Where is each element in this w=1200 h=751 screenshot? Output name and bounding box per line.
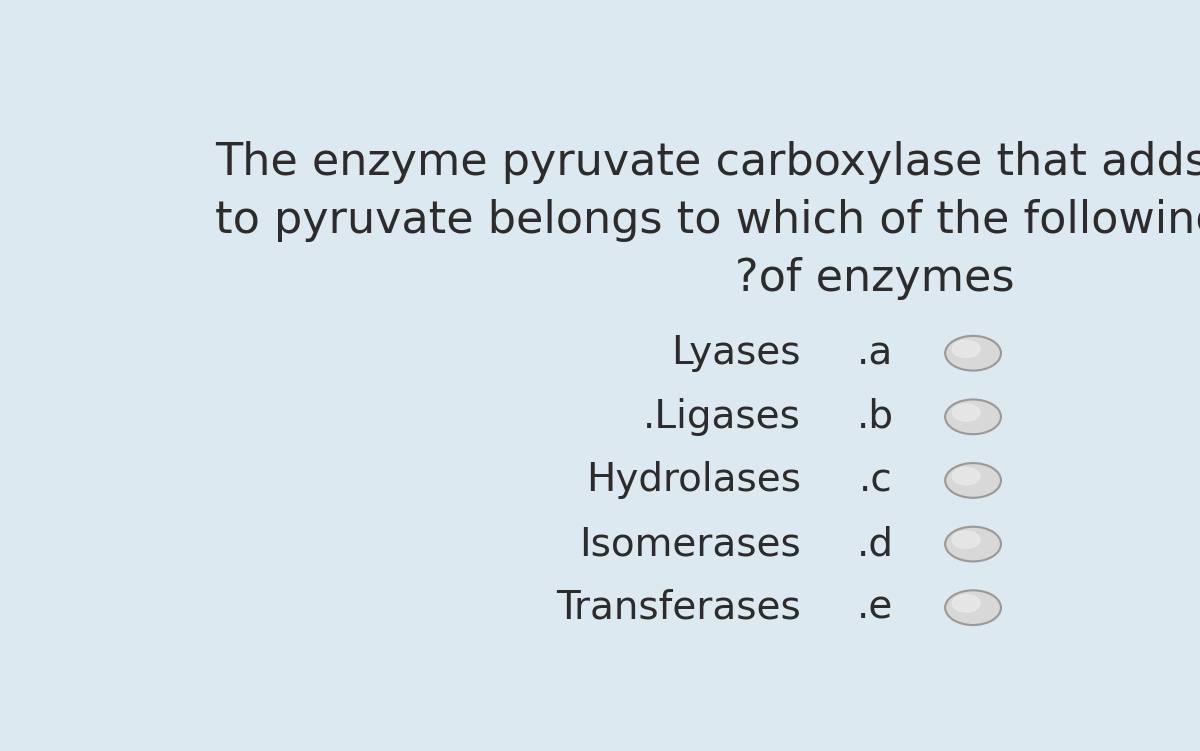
Text: The enzyme pyruvate carboxylase that adds CO2: The enzyme pyruvate carboxylase that add… xyxy=(215,141,1200,184)
Circle shape xyxy=(946,526,1001,562)
Text: .c: .c xyxy=(858,461,893,499)
Circle shape xyxy=(952,467,980,485)
Circle shape xyxy=(946,336,1001,370)
Text: ?of enzymes: ?of enzymes xyxy=(736,257,1015,300)
Text: .d: .d xyxy=(857,525,894,563)
Circle shape xyxy=(946,400,1001,434)
Circle shape xyxy=(946,590,1001,625)
Text: Hydrolases: Hydrolases xyxy=(586,461,802,499)
Text: .a: .a xyxy=(857,334,894,372)
Text: Isomerases: Isomerases xyxy=(580,525,802,563)
Text: to pyruvate belongs to which of the following class: to pyruvate belongs to which of the foll… xyxy=(215,199,1200,242)
Circle shape xyxy=(946,463,1001,498)
Text: .Ligases: .Ligases xyxy=(643,398,802,436)
Circle shape xyxy=(952,340,980,357)
Circle shape xyxy=(952,404,980,421)
Text: Lyases: Lyases xyxy=(672,334,802,372)
Circle shape xyxy=(952,595,980,612)
Text: .e: .e xyxy=(857,589,894,626)
Circle shape xyxy=(952,531,980,548)
Text: .b: .b xyxy=(857,398,894,436)
Text: Transferases: Transferases xyxy=(557,589,802,626)
